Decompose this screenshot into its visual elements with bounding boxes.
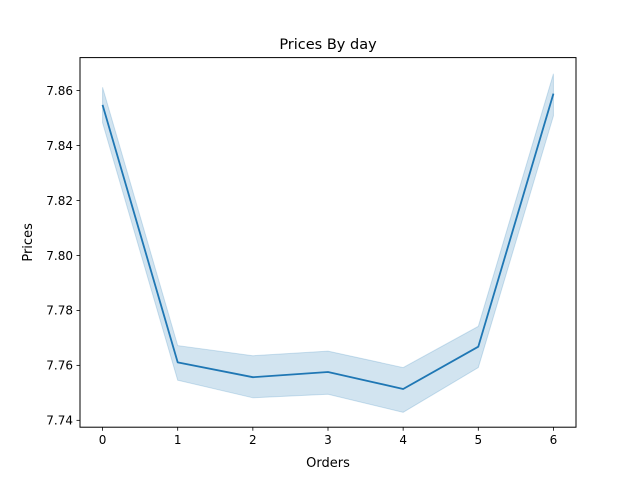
- y-tick-label: 7.84: [46, 139, 73, 153]
- confidence-band-layer: [102, 73, 554, 413]
- x-axis-label: Orders: [306, 456, 350, 471]
- confidence-band: [102, 73, 554, 413]
- series-line: [101, 93, 555, 390]
- y-axis-ticks: 7.74 7.76 7.78 7.80 7.82 7.84 7.86: [46, 84, 80, 428]
- y-tick-label: 7.82: [46, 194, 73, 208]
- series-line-layer: [101, 93, 555, 390]
- x-tick-label: 2: [249, 433, 257, 447]
- y-tick-label: 7.74: [46, 414, 73, 428]
- y-tick-label: 7.78: [46, 304, 73, 318]
- x-tick-label: 4: [399, 433, 407, 447]
- chart-title: Prices By day: [279, 37, 377, 53]
- x-tick-label: 1: [174, 433, 182, 447]
- y-tick-label: 7.76: [46, 359, 73, 373]
- x-axis-ticks: 0 1 2 3 4 5 6: [99, 427, 558, 447]
- x-tick-label: 5: [474, 433, 482, 447]
- y-axis-label: Prices: [21, 223, 36, 262]
- y-tick-label: 7.80: [46, 249, 73, 263]
- x-tick-label: 3: [324, 433, 332, 447]
- x-tick-label: 0: [99, 433, 107, 447]
- x-tick-label: 6: [550, 433, 558, 447]
- y-tick-label: 7.86: [46, 84, 73, 98]
